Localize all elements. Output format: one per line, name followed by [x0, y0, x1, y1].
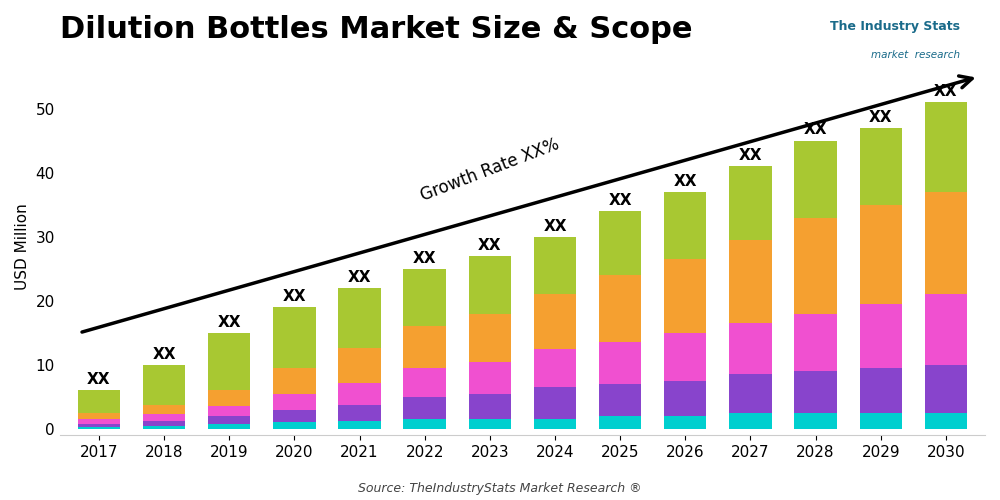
Bar: [78, 390, 120, 413]
Bar: [729, 323, 772, 374]
Bar: [273, 422, 316, 429]
Bar: [273, 410, 316, 422]
Bar: [925, 102, 967, 192]
Bar: [78, 424, 120, 427]
Bar: [338, 405, 381, 421]
Bar: [208, 406, 250, 416]
Bar: [664, 333, 706, 381]
Text: XX: XX: [413, 250, 436, 266]
Bar: [925, 294, 967, 365]
Text: XX: XX: [87, 372, 111, 387]
Bar: [664, 381, 706, 416]
Bar: [403, 269, 446, 326]
Bar: [469, 394, 511, 419]
Y-axis label: USD Million: USD Million: [15, 203, 30, 290]
Bar: [469, 362, 511, 394]
Bar: [534, 237, 576, 294]
Bar: [794, 371, 837, 413]
Bar: [860, 304, 902, 368]
Bar: [794, 413, 837, 429]
Bar: [794, 314, 837, 371]
Text: XX: XX: [217, 314, 241, 330]
Bar: [599, 416, 641, 429]
Bar: [599, 275, 641, 342]
Bar: [469, 314, 511, 362]
Bar: [143, 414, 185, 420]
Bar: [794, 218, 837, 314]
Bar: [273, 307, 316, 368]
Bar: [729, 374, 772, 413]
Bar: [338, 348, 381, 383]
Text: market  research: market research: [871, 50, 960, 60]
Bar: [860, 128, 902, 204]
Text: XX: XX: [152, 346, 176, 362]
Bar: [403, 326, 446, 368]
Bar: [729, 166, 772, 240]
Bar: [403, 397, 446, 419]
Bar: [273, 368, 316, 394]
Bar: [925, 192, 967, 294]
Bar: [208, 390, 250, 406]
Bar: [469, 256, 511, 314]
Text: XX: XX: [739, 148, 762, 163]
Bar: [208, 333, 250, 390]
Bar: [208, 416, 250, 424]
Bar: [143, 420, 185, 426]
Bar: [599, 384, 641, 416]
Bar: [338, 421, 381, 429]
Bar: [534, 387, 576, 420]
Text: Source: TheIndustryStats Market Research ®: Source: TheIndustryStats Market Research…: [358, 482, 642, 495]
Bar: [403, 420, 446, 429]
Bar: [78, 427, 120, 429]
Bar: [794, 140, 837, 218]
Bar: [534, 420, 576, 429]
Text: XX: XX: [674, 174, 697, 188]
Bar: [143, 426, 185, 429]
Text: Growth Rate XX%: Growth Rate XX%: [418, 135, 562, 204]
Bar: [664, 416, 706, 429]
Bar: [599, 211, 641, 275]
Bar: [143, 365, 185, 405]
Text: XX: XX: [869, 110, 893, 124]
Bar: [729, 413, 772, 429]
Bar: [925, 413, 967, 429]
Bar: [729, 240, 772, 323]
Bar: [143, 404, 185, 414]
Bar: [469, 420, 511, 429]
Bar: [925, 365, 967, 413]
Bar: [78, 420, 120, 424]
Bar: [534, 294, 576, 349]
Bar: [860, 368, 902, 413]
Text: XX: XX: [804, 122, 827, 138]
Text: XX: XX: [608, 193, 632, 208]
Text: XX: XX: [283, 289, 306, 304]
Bar: [664, 259, 706, 333]
Bar: [599, 342, 641, 384]
Bar: [860, 204, 902, 304]
Bar: [273, 394, 316, 409]
Bar: [78, 413, 120, 420]
Text: The Industry Stats: The Industry Stats: [830, 20, 960, 33]
Text: XX: XX: [543, 218, 567, 234]
Text: XX: XX: [348, 270, 371, 285]
Bar: [338, 288, 381, 348]
Bar: [664, 192, 706, 259]
Bar: [403, 368, 446, 397]
Text: XX: XX: [478, 238, 502, 253]
Text: XX: XX: [934, 84, 958, 99]
Bar: [534, 349, 576, 387]
Text: Dilution Bottles Market Size & Scope: Dilution Bottles Market Size & Scope: [60, 15, 692, 44]
Bar: [338, 383, 381, 405]
Bar: [208, 424, 250, 429]
Bar: [860, 413, 902, 429]
